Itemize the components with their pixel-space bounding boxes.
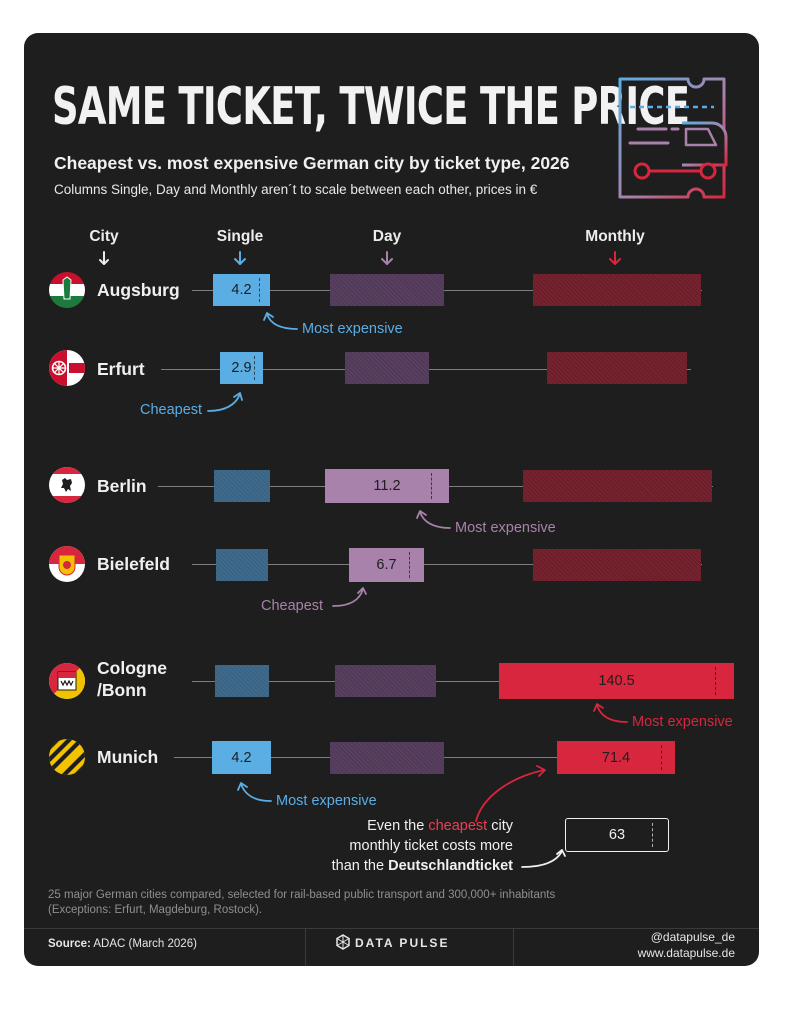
ticket-price: 4.2 xyxy=(231,749,252,766)
data-pulse-logo-icon xyxy=(336,934,350,950)
bielefeld-flag xyxy=(49,546,85,582)
ticket-price: 71.4 xyxy=(601,749,631,766)
footer-separator xyxy=(305,928,306,966)
augsburg-flag xyxy=(49,272,85,308)
berlin-single-ticket xyxy=(214,470,270,502)
column-header-city: City xyxy=(89,228,119,245)
ticket-price: 2.9 xyxy=(231,360,252,376)
cologne-bonn-flag xyxy=(49,663,85,699)
munich-monthly-ticket: 71.4 xyxy=(557,741,675,774)
bielefeld-monthly-ticket xyxy=(533,549,701,581)
erfurt-single-ticket: 2.9 xyxy=(220,352,263,384)
arrow-munich-icon xyxy=(237,782,272,802)
munich-day-ticket xyxy=(330,742,444,774)
city-name-bielefeld: Bielefeld xyxy=(97,554,170,574)
arrow-augsburg-icon xyxy=(263,312,298,330)
day-arrow-icon xyxy=(381,251,393,265)
arrow-bielefeld-icon xyxy=(332,587,367,607)
annotation-erfurt-single: Cheapest xyxy=(140,402,203,418)
source-text: ADAC (March 2026) xyxy=(93,938,197,950)
footnote-line-1: 25 major German cities compared, selecte… xyxy=(48,889,556,901)
annotation-bielefeld-day: Cheapest xyxy=(261,598,324,614)
source: Source: ADAC (March 2026) xyxy=(48,938,197,950)
annotation-berlin-day: Most expensive xyxy=(455,520,556,536)
berlin-flag xyxy=(49,467,85,503)
ticket-price: 11.2 xyxy=(373,478,401,494)
annotation-arrows xyxy=(207,312,628,868)
source-label: Source: xyxy=(48,938,91,950)
footer-separator xyxy=(513,928,514,966)
city-name-cologne: Cologne xyxy=(97,658,167,678)
city-name-bonn: /Bonn xyxy=(97,680,147,700)
note-line-3: than the Deutschlandticket xyxy=(331,858,513,874)
cologne-bonn-monthly-ticket: 140.5 xyxy=(499,663,734,699)
erfurt-day-ticket xyxy=(345,352,429,384)
city-name-erfurt: Erfurt xyxy=(97,359,145,379)
augsburg-day-ticket xyxy=(330,274,444,306)
website-link[interactable]: www.datapulse.de xyxy=(637,946,735,960)
berlin-day-ticket: 11.2 xyxy=(325,469,449,503)
city-name-berlin: Berlin xyxy=(97,476,147,496)
bielefeld-single-ticket xyxy=(216,549,268,581)
berlin-monthly-ticket xyxy=(523,470,712,502)
footnote: 25 major German cities compared, selecte… xyxy=(48,888,555,918)
page-title: SAME TICKET, TWICE THE PRICE xyxy=(52,77,690,137)
ticket-price: 6.7 xyxy=(376,557,397,573)
augsburg-single-ticket: 4.2 xyxy=(213,274,270,306)
footer-divider xyxy=(24,928,759,929)
arrow-erfurt-icon xyxy=(207,392,243,412)
arrow-cologne-icon xyxy=(593,703,628,723)
row-line xyxy=(192,290,702,291)
erfurt-flag xyxy=(49,350,85,386)
page-subtitle: Cheapest vs. most expensive German city … xyxy=(54,153,570,173)
annotation-cologne-monthly: Most expensive xyxy=(632,714,733,730)
ticket-price: 140.5 xyxy=(598,673,635,689)
note-line-1: Even the cheapest city xyxy=(367,818,513,834)
note-line-2: monthly ticket costs more xyxy=(349,838,513,854)
munich-single-ticket: 4.2 xyxy=(212,741,271,774)
page-description: Columns Single, Day and Monthly aren´t t… xyxy=(54,182,538,197)
social-handle: @datapulse_de www.datapulse.de xyxy=(638,929,735,961)
city-name-munich: Munich xyxy=(97,747,159,767)
row-line xyxy=(192,564,702,565)
column-arrows xyxy=(99,251,621,265)
monthly-arrow-icon xyxy=(609,251,621,265)
single-arrow-icon xyxy=(234,251,246,265)
ticket-bus-icon xyxy=(618,77,728,199)
column-header-day: Day xyxy=(372,228,402,245)
annotation-augsburg-single: Most expensive xyxy=(302,321,403,337)
deutschlandticket: 63 xyxy=(565,818,669,852)
column-header-monthly: Monthly xyxy=(585,228,645,245)
annotation-munich-single: Most expensive xyxy=(276,793,377,809)
deutschland-note: Even the cheapest city monthly ticket co… xyxy=(332,816,513,876)
column-header-single: Single xyxy=(216,228,264,245)
brand-name: DATA PULSE xyxy=(355,936,450,950)
city-arrow-icon xyxy=(99,251,109,265)
row-line xyxy=(192,681,732,682)
infographic-card: SAME TICKET, TWICE THE PRICE Cheapest vs… xyxy=(24,33,759,966)
ticket-price: 63 xyxy=(608,827,626,843)
twitter-handle[interactable]: @datapulse_de xyxy=(650,930,735,944)
ticket-price: 4.2 xyxy=(231,282,252,298)
cologne-bonn-single-ticket xyxy=(215,665,269,697)
erfurt-monthly-ticket xyxy=(547,352,687,384)
cologne-bonn-day-ticket xyxy=(335,665,436,697)
augsburg-monthly-ticket xyxy=(533,274,701,306)
footnote-line-2: (Exceptions: Erfurt, Magdeburg, Rostock)… xyxy=(48,904,263,916)
city-name-augsburg: Augsburg xyxy=(97,280,180,300)
arrow-berlin-icon xyxy=(416,510,451,529)
bielefeld-day-ticket: 6.7 xyxy=(349,548,424,582)
arrow-cheapest-monthly-icon xyxy=(475,765,546,822)
arrow-deutschlandticket-icon xyxy=(521,849,566,868)
